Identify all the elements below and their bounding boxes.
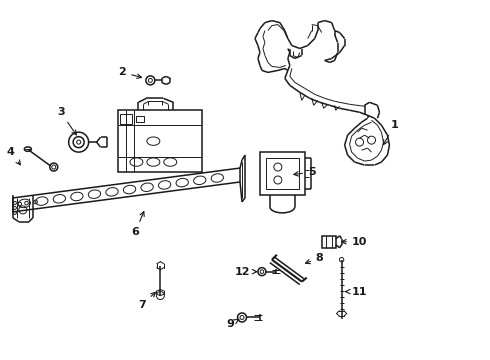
Text: 12: 12 [234,267,257,276]
Text: 9: 9 [226,319,239,329]
Polygon shape [260,152,305,195]
Text: 11: 11 [345,287,368,297]
Text: 2: 2 [119,67,142,78]
Text: 3: 3 [57,107,76,135]
Polygon shape [13,168,240,212]
Text: 10: 10 [342,237,367,247]
Text: 7: 7 [139,292,155,310]
Text: 1: 1 [384,120,398,145]
Text: 4: 4 [7,147,21,165]
Text: 5: 5 [294,167,316,177]
Text: 8: 8 [306,253,323,264]
Polygon shape [322,236,336,248]
Polygon shape [119,110,202,172]
Text: 6: 6 [131,212,144,237]
